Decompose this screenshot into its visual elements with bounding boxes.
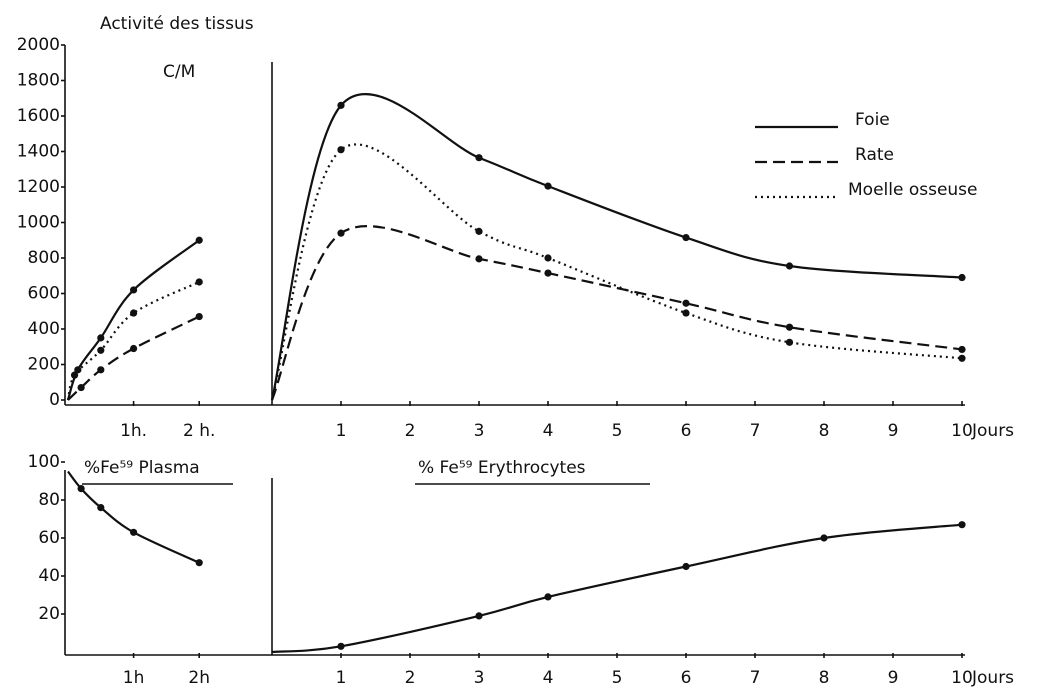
marker bbox=[544, 254, 552, 262]
x-tick-label: 8 bbox=[819, 421, 830, 441]
marker bbox=[97, 366, 105, 374]
marker bbox=[785, 262, 794, 270]
y-tick-label: 0 bbox=[49, 390, 60, 410]
marker bbox=[682, 233, 690, 242]
x-axis-label: Jours bbox=[971, 421, 1014, 441]
x-tick-label: 1 bbox=[336, 668, 347, 688]
marker bbox=[475, 612, 483, 620]
marker bbox=[97, 504, 105, 512]
y-tick-label: 800 bbox=[28, 248, 60, 268]
y-tick-label: 1200 bbox=[17, 177, 60, 197]
x-axis-label: Jours bbox=[971, 668, 1014, 688]
y-tick-label: 1000 bbox=[17, 213, 60, 233]
marker bbox=[74, 366, 82, 374]
y-tick-label: 400 bbox=[28, 319, 60, 339]
marker bbox=[195, 312, 203, 321]
y-tick-label: 100 bbox=[28, 452, 60, 472]
x-tick-label: 10 bbox=[951, 421, 973, 441]
x-tick-label: 2 bbox=[405, 668, 416, 688]
marker bbox=[785, 323, 794, 331]
marker bbox=[337, 101, 345, 109]
x-tick-label: 6 bbox=[681, 421, 692, 441]
x-tick-label: 5 bbox=[612, 421, 623, 441]
y-tick-label: 1800 bbox=[17, 71, 60, 91]
legend-label: Rate bbox=[855, 145, 894, 165]
marker bbox=[77, 485, 85, 493]
y-axis-label: C/M bbox=[163, 62, 195, 82]
marker bbox=[337, 642, 345, 650]
marker bbox=[475, 154, 483, 162]
legend-label: Moelle osseuse bbox=[848, 180, 978, 200]
x-tick-label: 4 bbox=[543, 421, 554, 441]
marker bbox=[130, 286, 138, 294]
chart-title: Activité des tissus bbox=[100, 14, 254, 34]
y-tick-label: 40 bbox=[38, 566, 60, 586]
x-tick-label: 9 bbox=[888, 668, 899, 688]
x-tick-label: 2 h. bbox=[183, 421, 215, 441]
marker bbox=[682, 309, 690, 317]
x-tick-label: 1 bbox=[336, 421, 347, 441]
line bbox=[66, 239, 200, 401]
marker bbox=[544, 182, 552, 190]
x-tick-label: 7 bbox=[750, 668, 761, 688]
y-tick-label: 200 bbox=[28, 355, 60, 375]
line bbox=[67, 470, 200, 564]
marker bbox=[337, 229, 345, 237]
marker bbox=[475, 227, 483, 235]
x-tick-label: 4 bbox=[543, 668, 554, 688]
x-tick-label: 5 bbox=[612, 668, 623, 688]
marker bbox=[195, 559, 203, 567]
marker bbox=[958, 273, 966, 282]
x-tick-label: 6 bbox=[681, 668, 692, 688]
y-tick-label: 1400 bbox=[17, 142, 60, 162]
legend-label: Foie bbox=[855, 110, 890, 130]
marker bbox=[958, 521, 966, 529]
marker bbox=[682, 299, 690, 307]
marker bbox=[130, 528, 138, 536]
marker bbox=[130, 309, 138, 317]
y-tick-label: 80 bbox=[38, 490, 60, 510]
marker bbox=[958, 345, 966, 354]
line bbox=[270, 92, 963, 401]
marker bbox=[77, 383, 85, 392]
marker bbox=[682, 562, 690, 571]
line bbox=[67, 315, 200, 401]
line bbox=[66, 280, 200, 401]
x-tick-label: 3 bbox=[474, 421, 485, 441]
line bbox=[271, 523, 963, 654]
chart-title: %Fe⁵⁹ Plasma bbox=[84, 458, 200, 478]
marker bbox=[820, 534, 828, 542]
x-tick-label: 9 bbox=[888, 421, 899, 441]
marker bbox=[785, 338, 794, 346]
x-tick-label: 2h bbox=[188, 668, 210, 688]
marker bbox=[475, 255, 483, 263]
marker bbox=[337, 146, 345, 154]
marker bbox=[544, 269, 552, 277]
x-tick-label: 10 bbox=[951, 668, 973, 688]
x-tick-label: 7 bbox=[750, 421, 761, 441]
line bbox=[270, 225, 963, 401]
marker bbox=[195, 236, 203, 244]
y-tick-label: 60 bbox=[38, 528, 60, 548]
chart-title: % Fe⁵⁹ Erythrocytes bbox=[418, 458, 586, 478]
y-tick-label: 600 bbox=[28, 284, 60, 304]
x-tick-label: 2 bbox=[405, 421, 416, 441]
y-tick-label: 20 bbox=[38, 604, 60, 624]
marker bbox=[97, 346, 105, 354]
y-tick-label: 2000 bbox=[17, 35, 60, 55]
x-tick-label: 1h. bbox=[120, 421, 147, 441]
marker bbox=[97, 334, 105, 342]
marker bbox=[70, 371, 79, 379]
marker bbox=[130, 344, 138, 353]
y-tick-label: 1600 bbox=[17, 106, 60, 126]
x-tick-label: 3 bbox=[474, 668, 485, 688]
x-tick-label: 1h bbox=[123, 668, 145, 688]
x-tick-label: 8 bbox=[819, 668, 830, 688]
marker bbox=[958, 354, 966, 362]
marker bbox=[544, 593, 552, 601]
marker bbox=[195, 278, 203, 286]
